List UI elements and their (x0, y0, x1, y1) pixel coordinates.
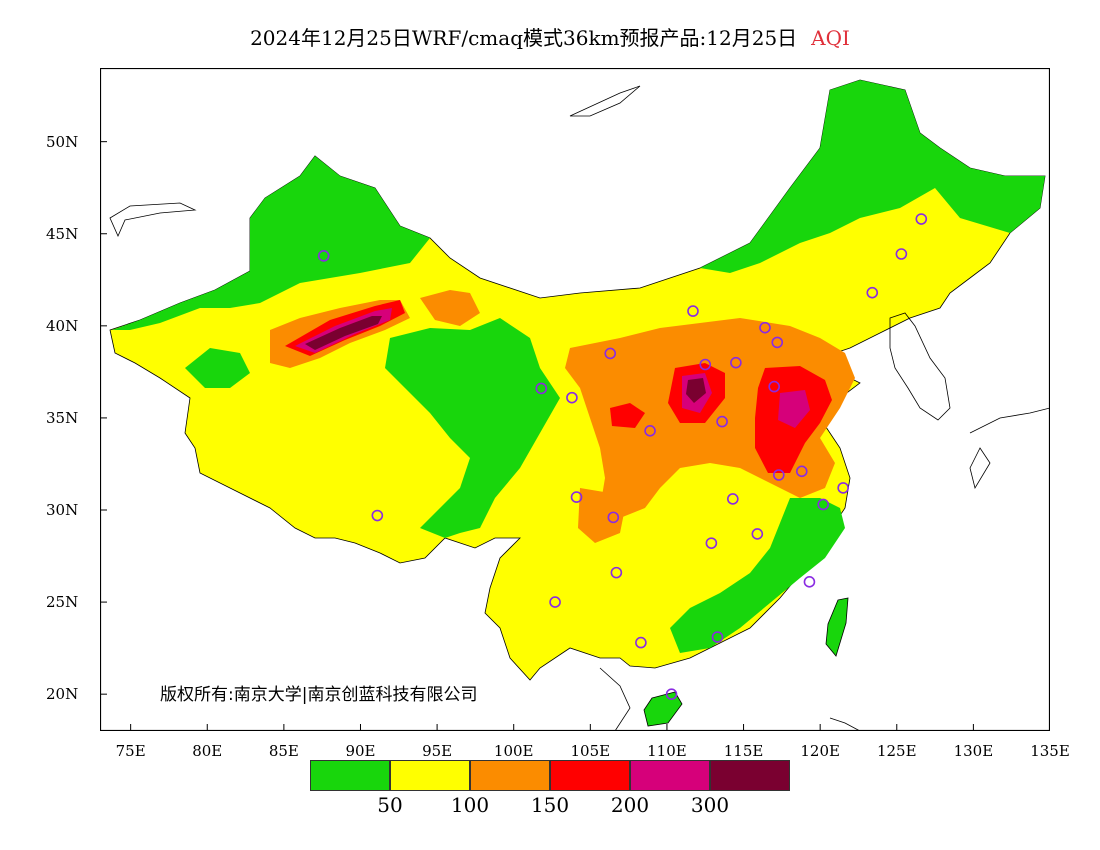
coastline-japan (969, 407, 1050, 490)
map-border (100, 68, 1050, 731)
station-marker[interactable] (371, 509, 384, 522)
station-marker-layer (317, 213, 928, 700)
longitude-tick-label: 125E (876, 742, 917, 760)
legend-label: 100 (450, 793, 490, 817)
station-marker[interactable] (610, 566, 623, 579)
station-marker[interactable] (727, 493, 739, 505)
legend-swatch (390, 760, 470, 791)
legend-swatch (630, 760, 710, 791)
aqi-field-layer (109, 79, 1050, 731)
aqi-region-guanzhong-red (610, 403, 645, 428)
legend-swatch (470, 760, 550, 791)
latitude-tick-label: 50N (46, 132, 79, 151)
station-marker[interactable] (607, 511, 620, 524)
aqi-region-sichuan-orange (578, 488, 625, 543)
legend-swatch (310, 760, 390, 791)
latitude-tick-label: 30N (46, 501, 79, 519)
longitude-tick-label: 85E (268, 742, 299, 760)
map-tick-marks (100, 141, 1050, 731)
station-marker[interactable] (317, 250, 330, 262)
latitude-tick-label: 20N (46, 685, 79, 704)
longitude-tick-label: 100E (493, 742, 534, 760)
aqi-color-legend (310, 760, 790, 791)
latitude-tick-label: 40N (46, 316, 79, 335)
aqi-region-hebei-hazardous (686, 378, 706, 403)
station-marker[interactable] (566, 391, 578, 404)
longitude-tick-label: 90E (345, 742, 376, 760)
station-marker[interactable] (699, 358, 712, 371)
legend-swatch (710, 760, 790, 791)
map-title-main: 2024年12月25日WRF/cmaq模式36km预报产品:12月25日 (250, 26, 798, 50)
copyright-notice: 版权所有:南京大学|南京创蓝科技有限公司 (160, 685, 478, 705)
latitude-tick-label: 45N (46, 224, 79, 243)
coastline-indochina (599, 667, 861, 731)
aqi-region-tarim-green (185, 348, 250, 388)
station-marker[interactable] (817, 498, 830, 511)
longitude-tick-label: 130E (953, 742, 994, 760)
station-marker[interactable] (768, 380, 780, 393)
station-marker[interactable] (604, 347, 617, 360)
legend-label: 200 (610, 793, 650, 817)
aqi-region-xinjiang-hazardous (305, 316, 382, 350)
station-marker[interactable] (644, 425, 656, 437)
legend-swatch (550, 760, 630, 791)
station-marker[interactable] (705, 537, 718, 549)
station-marker[interactable] (665, 688, 678, 700)
longitude-tick-label: 120E (800, 742, 840, 760)
aqi-region-hainan (643, 691, 683, 727)
aqi-region-northwest-green (112, 156, 430, 330)
legend-label: 50 (377, 793, 403, 817)
station-marker[interactable] (759, 321, 771, 334)
longitude-tick-label: 95E (422, 742, 453, 760)
station-marker[interactable] (716, 415, 728, 428)
aqi-region-northeast-green (700, 80, 1045, 273)
aqi-region-plateau-green (385, 318, 560, 538)
station-marker[interactable] (751, 528, 764, 540)
legend-label: 150 (530, 793, 570, 817)
latitude-tick-label: 35N (46, 408, 79, 427)
aqi-region-hexi-orange (420, 290, 480, 326)
station-marker[interactable] (771, 336, 784, 349)
aqi-region-southeast-green (670, 498, 845, 653)
legend-label: 300 (690, 793, 730, 817)
longitude-tick-label: 135E (1030, 742, 1070, 760)
station-marker[interactable] (837, 482, 849, 494)
map-title-product: AQI (811, 26, 850, 50)
longitude-tick-label: 75E (115, 742, 146, 760)
map-title: 2024年12月25日WRF/cmaq模式36km预报产品:12月25日 AQI (0, 22, 1100, 51)
station-marker[interactable] (730, 356, 742, 369)
aqi-region-taiwan (825, 597, 849, 657)
longitude-tick-label: 115E (723, 742, 764, 760)
station-marker[interactable] (915, 213, 928, 225)
station-marker[interactable] (549, 596, 561, 608)
station-marker[interactable] (635, 636, 647, 649)
station-marker[interactable] (803, 576, 816, 588)
latitude-tick-label: 25N (46, 593, 79, 612)
map-panel[interactable] (100, 68, 1050, 731)
station-marker[interactable] (895, 248, 908, 260)
station-marker[interactable] (795, 465, 808, 478)
longitude-tick-label: 80E (192, 742, 223, 760)
station-marker[interactable] (570, 491, 583, 503)
coastline-korea (889, 312, 951, 421)
aqi-region-shandong-magenta (778, 390, 810, 428)
station-marker[interactable] (535, 382, 548, 395)
longitude-tick-label: 105E (570, 742, 611, 760)
coastline-lake (109, 202, 197, 237)
coastline-sakhalin (569, 85, 641, 117)
station-marker[interactable] (687, 305, 699, 317)
station-marker[interactable] (866, 286, 879, 299)
station-marker[interactable] (772, 469, 785, 481)
station-marker[interactable] (711, 631, 724, 643)
aqi-map-canvas[interactable] (100, 68, 1050, 731)
longitude-tick-label: 110E (647, 742, 687, 760)
